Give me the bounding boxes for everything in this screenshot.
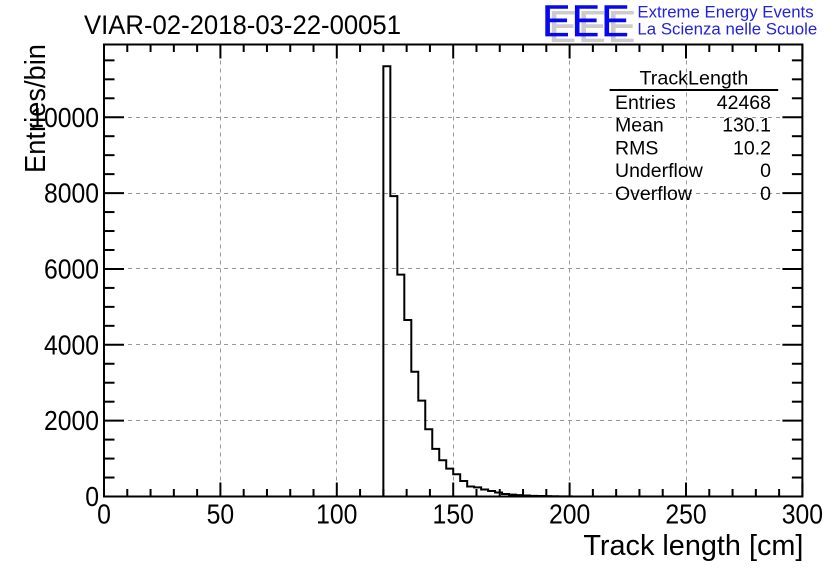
svg-text:La Scienza nelle Scuole: La Scienza nelle Scuole	[637, 20, 817, 39]
svg-text:10.2: 10.2	[733, 137, 771, 159]
svg-text:RMS: RMS	[615, 137, 658, 159]
svg-text:Track length [cm]: Track length [cm]	[583, 530, 803, 562]
svg-text:Mean: Mean	[615, 115, 664, 137]
svg-text:200: 200	[549, 499, 590, 530]
svg-text:0: 0	[760, 160, 771, 182]
svg-text:0: 0	[97, 499, 111, 530]
svg-text:0: 0	[85, 481, 99, 512]
svg-text:Underflow: Underflow	[615, 160, 704, 182]
svg-text:6000: 6000	[44, 254, 99, 285]
svg-text:100: 100	[316, 499, 357, 530]
svg-text:Extreme Energy Events: Extreme Energy Events	[637, 3, 813, 22]
svg-text:TrackLength: TrackLength	[640, 68, 749, 90]
svg-text:130.1: 130.1	[722, 115, 771, 137]
svg-text:50: 50	[207, 499, 235, 530]
svg-text:Entries: Entries	[615, 92, 676, 114]
svg-text:Overflow: Overflow	[615, 183, 693, 205]
svg-text:0: 0	[760, 183, 771, 205]
svg-text:250: 250	[665, 499, 706, 530]
svg-text:VIAR-02-2018-03-22-00051: VIAR-02-2018-03-22-00051	[84, 10, 401, 40]
svg-text:4000: 4000	[44, 329, 99, 360]
svg-text:10000: 10000	[30, 102, 99, 133]
svg-text:300: 300	[782, 499, 823, 530]
svg-text:150: 150	[433, 499, 474, 530]
svg-text:8000: 8000	[44, 178, 99, 209]
svg-text:Entries/bin: Entries/bin	[20, 44, 52, 173]
svg-text:2000: 2000	[44, 405, 99, 436]
svg-text:42468: 42468	[717, 92, 771, 114]
